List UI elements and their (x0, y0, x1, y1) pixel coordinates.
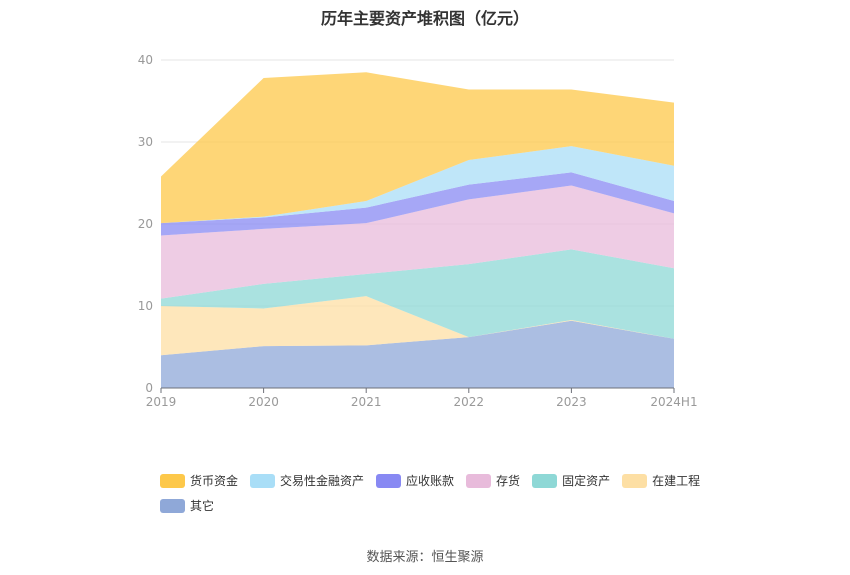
legend-swatch (160, 498, 185, 513)
area-其它 (161, 320, 674, 388)
legend-item[interactable]: 固定资产 (532, 472, 610, 489)
area-在建工程 (161, 296, 674, 356)
legend-swatch (466, 473, 492, 488)
area-应收账款 (161, 172, 674, 236)
area-交易性金融资产 (161, 146, 674, 224)
data-source: 数据来源：恒生聚源 (366, 550, 484, 565)
x-tick-label: 2020 (248, 395, 279, 409)
area-存货 (161, 185, 674, 299)
legend-swatch (376, 473, 402, 488)
chart-legend: 货币资金 交易性金融资产 应收账款 存货 固定资产 在建工程其它 (160, 472, 720, 522)
legend-label: 货币资金 (190, 474, 239, 488)
legend-item[interactable]: 存货 (466, 472, 520, 489)
legend-item[interactable]: 在建工程 (622, 472, 700, 489)
y-tick-label: 30 (138, 135, 153, 149)
legend-item[interactable]: 其它 (160, 497, 214, 514)
y-tick-label: 0 (145, 381, 153, 395)
legend-swatch (532, 473, 558, 488)
y-tick-label: 10 (138, 299, 153, 313)
legend-swatch (622, 473, 648, 488)
x-tick-label: 2022 (454, 395, 485, 409)
area-series (161, 72, 674, 388)
legend-item[interactable]: 应收账款 (376, 472, 454, 489)
chart-title: 历年主要资产堆积图（亿元） (320, 9, 529, 28)
legend-swatch (160, 473, 185, 488)
legend-label: 应收账款 (406, 474, 455, 488)
x-tick-label: 2019 (146, 395, 177, 409)
area-固定资产 (161, 249, 674, 339)
legend-item[interactable]: 交易性金融资产 (250, 472, 364, 489)
area-货币资金 (161, 72, 674, 224)
x-tick-label: 2024H1 (650, 395, 697, 409)
axes: 0 10 20 30 40 2019 2020 2021 2022 2023 2024H1 (138, 53, 698, 409)
legend-label: 其它 (190, 499, 215, 513)
legend-label: 固定资产 (562, 474, 611, 488)
x-tick-label: 2023 (556, 395, 587, 409)
y-tick-label: 20 (138, 217, 153, 231)
legend-item[interactable]: 货币资金 (160, 472, 238, 489)
y-tick-label: 40 (138, 53, 153, 67)
legend-label: 在建工程 (652, 474, 701, 488)
legend-swatch (250, 473, 276, 488)
legend-label: 存货 (496, 474, 521, 488)
legend-label: 交易性金融资产 (280, 474, 365, 488)
stacked-area-chart: 0 10 20 30 40 2019 2020 2021 2022 2023 2024H1 (138, 53, 698, 409)
x-tick-label: 2021 (351, 395, 382, 409)
